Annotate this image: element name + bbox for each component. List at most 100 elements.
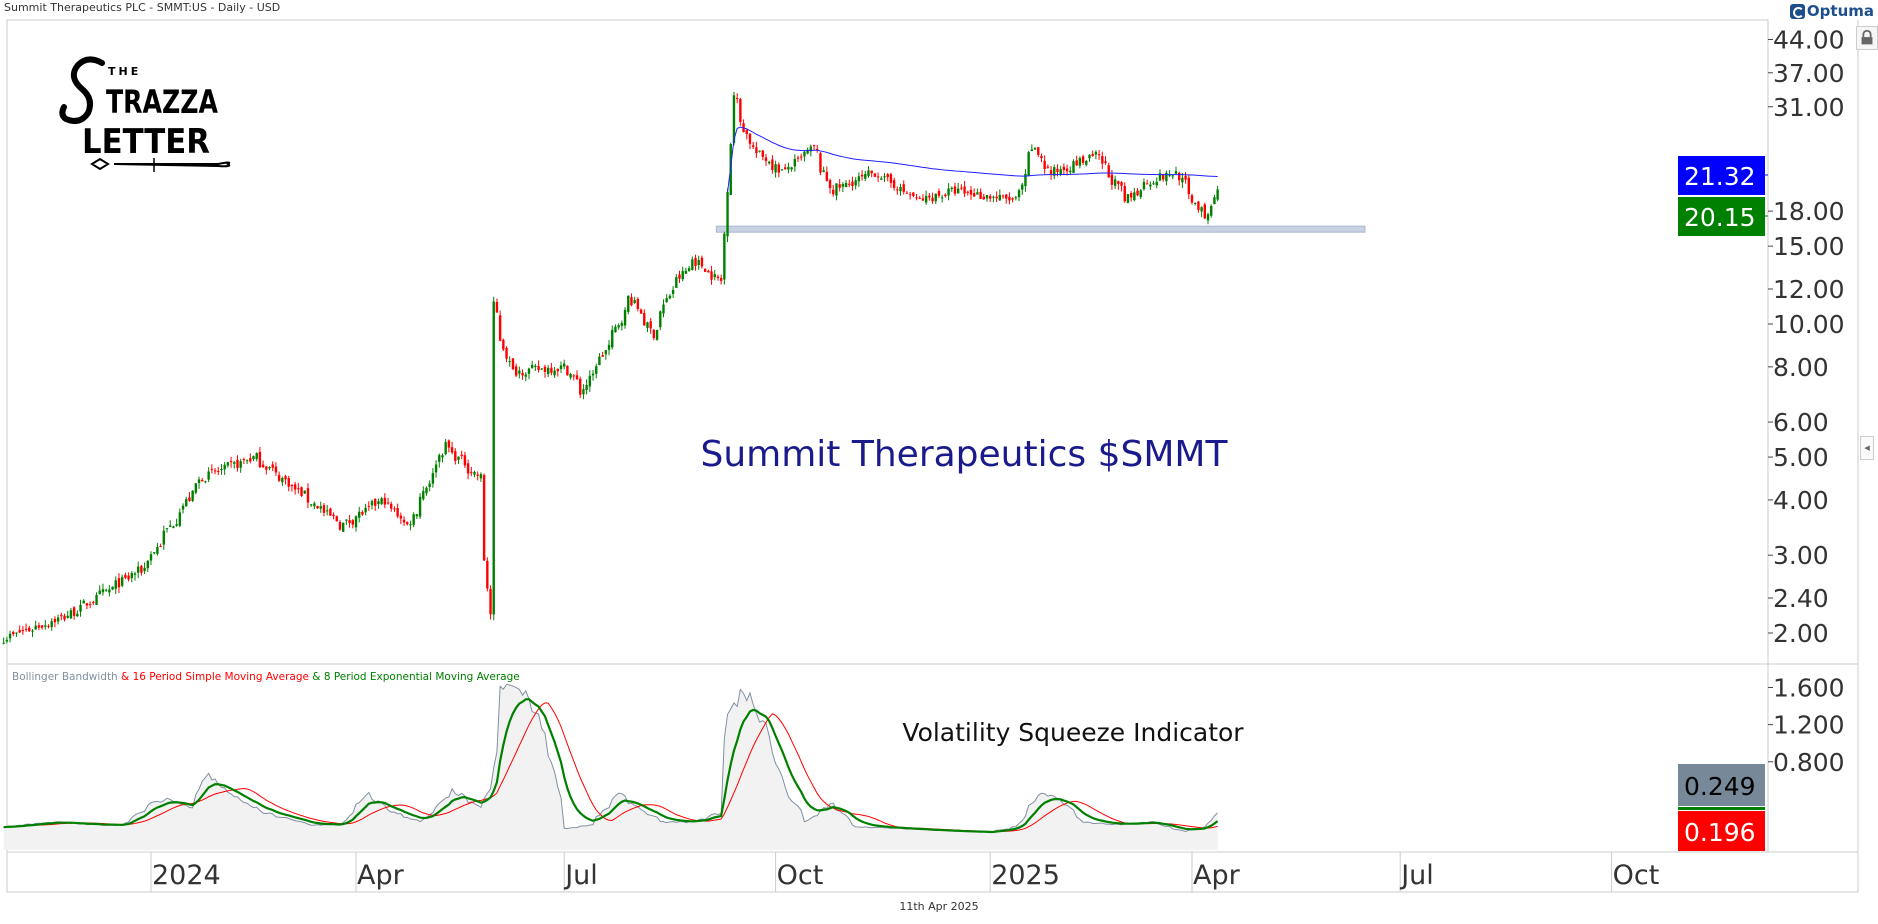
candle-body [383, 497, 387, 505]
candle [56, 614, 60, 625]
candle [1072, 159, 1075, 173]
candle [620, 320, 624, 331]
candle [687, 265, 691, 272]
candle [402, 516, 406, 526]
candle-body [21, 629, 25, 632]
candle [1085, 159, 1088, 167]
candle-body [380, 498, 383, 504]
candle-body [169, 525, 172, 527]
candle-body [521, 372, 524, 376]
candle [703, 268, 707, 273]
legend-bbw: Bollinger Bandwidth [12, 671, 118, 683]
candle [447, 439, 451, 453]
candle-body [985, 195, 989, 199]
candle [249, 453, 252, 464]
candle [418, 493, 422, 519]
candle [940, 194, 944, 203]
candle [755, 141, 758, 158]
candle-body [588, 375, 592, 387]
candle [361, 510, 364, 516]
candle [293, 481, 297, 495]
candle-body [1117, 181, 1120, 184]
candle-body [1081, 156, 1085, 163]
candle [668, 294, 672, 300]
candle-body [197, 479, 201, 484]
candle [8, 630, 12, 643]
candle-body [838, 184, 841, 188]
candle-body [767, 161, 771, 164]
candle [758, 150, 761, 153]
candle [466, 459, 470, 480]
candle [69, 607, 73, 620]
candle-body [338, 522, 342, 530]
candle-body [822, 170, 825, 173]
candle-body [787, 166, 790, 170]
price-tick-label: 2.00 [1773, 619, 1829, 648]
candle-body [960, 187, 963, 189]
candle [553, 367, 556, 378]
candle-body [1101, 156, 1104, 164]
candle-body [226, 462, 230, 466]
candle [828, 178, 832, 194]
candle-body [377, 501, 380, 505]
lock-icon[interactable] [1856, 26, 1878, 50]
candle [918, 196, 921, 200]
candle-body [905, 192, 909, 194]
candle [169, 520, 172, 528]
candle [707, 269, 710, 273]
candle-body [1075, 160, 1078, 166]
candle-body [402, 519, 406, 523]
candle-body [777, 164, 781, 173]
candle [313, 501, 316, 510]
candle [950, 186, 953, 192]
collapse-panel-button[interactable]: ◂ [1860, 436, 1874, 460]
candle [665, 294, 668, 303]
candle-body [1120, 182, 1123, 186]
candle-body [678, 274, 681, 279]
candle [1001, 194, 1005, 200]
candle-body [1149, 184, 1152, 187]
candle [82, 599, 85, 604]
candle [210, 464, 214, 474]
candle [989, 194, 992, 202]
candle [854, 177, 857, 190]
legend-sma: & 16 Period Simple Moving Average [118, 671, 309, 683]
candle-body [255, 453, 258, 460]
candle-body [28, 627, 31, 632]
candle [1174, 166, 1178, 174]
candle-body [56, 617, 60, 622]
candle-body [1174, 171, 1178, 174]
candle [787, 162, 790, 174]
candle [85, 603, 89, 610]
candle [985, 195, 989, 202]
candle [569, 372, 572, 380]
candle-body [1091, 154, 1094, 157]
candle-body [69, 610, 73, 619]
candle [931, 192, 934, 204]
chart-title: Summit Therapeutics PLC - SMMT:US - Dail… [4, 1, 281, 14]
candle-body [149, 554, 153, 561]
candle [261, 460, 265, 469]
candle-body [569, 374, 572, 378]
candle-body [345, 519, 348, 521]
x-tick-label: Oct [777, 860, 824, 891]
candle-body [1216, 189, 1219, 200]
candle [841, 182, 845, 193]
candle [358, 506, 361, 523]
candle-body [553, 370, 556, 376]
candle [652, 328, 656, 341]
candle-body [950, 187, 953, 189]
x-tick-label: 2024 [152, 860, 221, 891]
candle [1046, 164, 1050, 169]
candle [1021, 182, 1024, 195]
candle [390, 501, 393, 512]
candle [338, 520, 342, 531]
candle-body [1155, 181, 1158, 186]
candle-body [133, 573, 137, 575]
candle [796, 155, 800, 162]
candle-body [896, 189, 899, 191]
candle-body [1065, 168, 1069, 172]
candle-body [921, 198, 925, 201]
candle [76, 610, 79, 617]
